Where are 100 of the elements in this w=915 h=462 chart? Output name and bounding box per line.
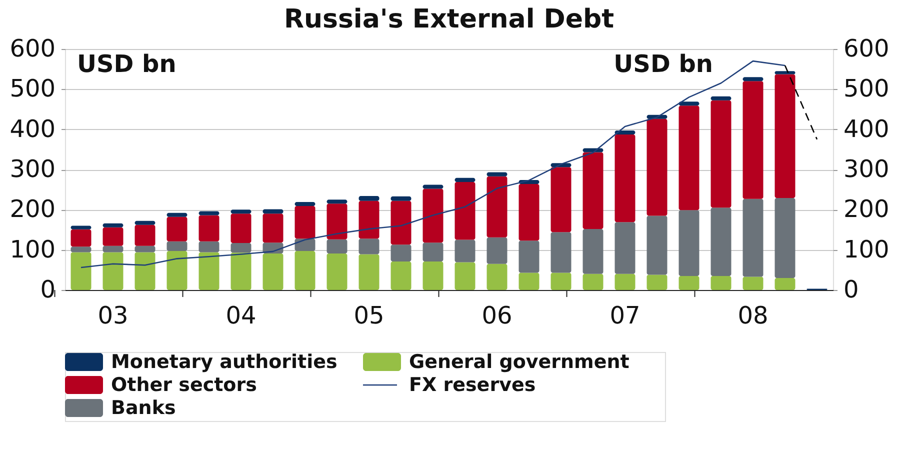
bar [550, 232, 572, 273]
x-tick-label: 06 [482, 302, 512, 330]
x-tick-label: 05 [354, 302, 384, 330]
y-tick-label: 400 [10, 114, 56, 143]
bar [198, 215, 220, 242]
bar [102, 252, 124, 290]
x-tick-label: 07 [610, 302, 640, 330]
chart-title: Russia's External Debt [284, 4, 614, 34]
bar [422, 261, 444, 290]
x-tick-label: 04 [226, 302, 256, 330]
y2-tick-label: 0 [844, 276, 859, 304]
y-tick-label: 300 [10, 155, 56, 183]
bar [262, 214, 284, 243]
bar [326, 253, 348, 290]
bar [774, 71, 796, 74]
bar [262, 209, 284, 214]
bar [646, 216, 668, 275]
bar [710, 96, 732, 100]
bar [358, 238, 380, 254]
bar [454, 178, 476, 182]
y-axis-title: USD bn [77, 50, 176, 78]
bar [70, 252, 92, 290]
bar [774, 198, 796, 278]
bar [582, 152, 604, 229]
x-tick-label: 08 [738, 302, 768, 330]
bar [614, 274, 636, 290]
bar [102, 227, 124, 246]
bar [294, 206, 316, 239]
legend-label: FX reserves [409, 374, 536, 396]
y2-tick-label: 400 [844, 114, 890, 143]
bar [294, 202, 316, 206]
bar [358, 254, 380, 290]
bar [518, 272, 540, 290]
y2-tick-label: 500 [844, 74, 890, 103]
bar [454, 240, 476, 262]
bar [710, 208, 732, 276]
bar [294, 251, 316, 290]
bar [454, 262, 476, 290]
bar [390, 261, 412, 290]
bar [518, 240, 540, 273]
bar [646, 118, 668, 216]
bar [742, 276, 764, 290]
bar [550, 167, 572, 232]
legend-label: General government [409, 351, 630, 373]
y-tick-label: 600 [10, 34, 56, 62]
bar [390, 196, 412, 201]
bar [582, 274, 604, 290]
bar [390, 244, 412, 262]
bar [422, 188, 444, 243]
bar [742, 198, 764, 277]
bar [582, 228, 604, 274]
bar [198, 241, 220, 252]
bar [134, 246, 156, 252]
bar [710, 100, 732, 208]
bar [230, 214, 252, 244]
bar [70, 229, 92, 247]
bar [262, 253, 284, 290]
y-tick-label: 500 [10, 74, 56, 103]
bar [486, 176, 508, 238]
bar [134, 224, 156, 246]
bar [102, 246, 124, 252]
y-tick-label: 200 [10, 195, 56, 224]
bar [774, 74, 796, 198]
y2-tick-label: 300 [844, 155, 890, 183]
bar [70, 246, 92, 252]
bar [742, 81, 764, 199]
bar [486, 264, 508, 290]
bar [230, 252, 252, 290]
bar [166, 241, 188, 252]
y-tick-label: 100 [10, 235, 56, 264]
y2-tick-label: 600 [844, 34, 890, 62]
bar [326, 204, 348, 240]
legend-label: Monetary authorities [111, 351, 338, 373]
legend-label: Other sectors [111, 374, 257, 396]
y2-tick-label: 200 [844, 195, 890, 224]
bar [166, 251, 188, 290]
bar [230, 243, 252, 253]
bar [678, 106, 700, 210]
bar [646, 274, 668, 290]
bar [198, 211, 220, 216]
bar [390, 200, 412, 245]
bar [198, 252, 220, 290]
y2-axis-title: USD bn [614, 50, 713, 78]
bar [454, 182, 476, 240]
bar [678, 210, 700, 276]
bar [134, 252, 156, 290]
y-tick-label: 0 [40, 276, 56, 304]
bar [678, 276, 700, 290]
y2-tick-label: 100 [844, 235, 890, 264]
bar [742, 77, 764, 82]
bar [358, 200, 380, 239]
bar [326, 200, 348, 204]
bar [710, 276, 732, 290]
bar [678, 102, 700, 106]
bar [486, 237, 508, 264]
bar [422, 184, 444, 189]
bar [518, 184, 540, 241]
bar [134, 220, 156, 225]
bar [774, 278, 796, 290]
x-tick-label: 03 [98, 302, 128, 330]
